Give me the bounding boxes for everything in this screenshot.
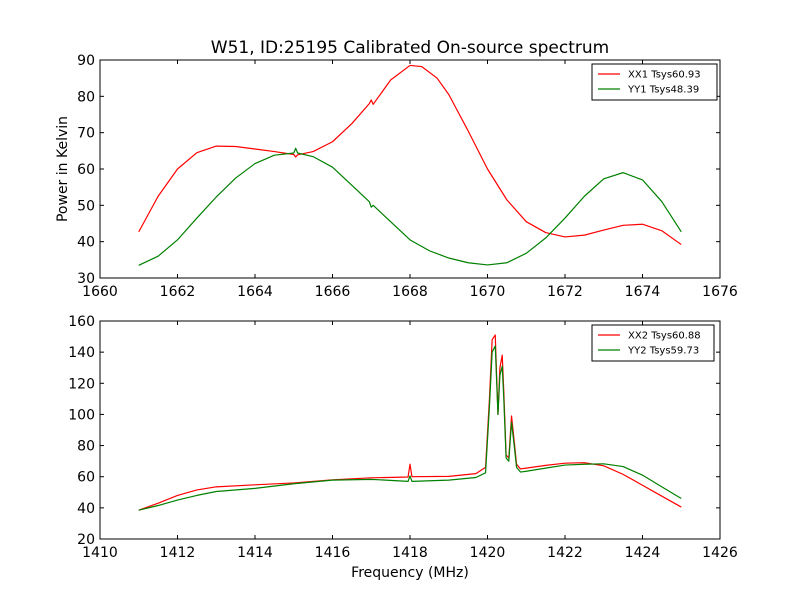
subplot-2: 1410 1412 1414 1416 1418 1420 1422 1424 1426 20 40… [68,314,738,581]
y-tick-label: 80 [77,439,95,455]
legend-entry: XX2 Tsys60.88 [628,331,701,342]
x-tick-label: 1412 [160,545,196,561]
y-tick-label: 100 [68,407,95,423]
x-tick-label: 1666 [315,284,351,300]
legend-box [591,63,718,101]
legend-entry: YY1 Tsys48.39 [627,85,699,96]
y-tick-label: 160 [68,314,95,330]
y-tick-label: 90 [77,53,95,69]
legend: XX2 Tsys60.88 YY2 Tsys59.73 [591,324,715,362]
x-tick-label: 1668 [392,284,428,300]
y-axis-label: Power in Kelvin [55,116,71,222]
x-tick-label: 1420 [470,545,506,561]
x-tick-label: 1672 [547,284,583,300]
y-tick-label: 70 [77,126,95,142]
x-tick-label: 1674 [625,284,661,300]
y-tick-label: 60 [77,470,95,486]
series-line-yy1 [138,147,682,266]
y-tick-label: 30 [77,271,95,287]
legend-box [591,324,715,362]
x-tick-label: 1670 [470,284,506,300]
x-tick-label: 1424 [625,545,661,561]
subplot-1: 1660 1662 1664 1666 1668 1670 1672 1674 1676 30 40… [55,53,738,300]
series-line-xx1 [138,64,682,246]
legend-entry: XX1 Tsys60.93 [628,70,701,81]
x-axis-label: Frequency (MHz) [351,565,469,581]
x-tick-label: 1416 [315,545,351,561]
x-tick-label: 1676 [702,284,738,300]
y-tick-label: 140 [68,345,95,361]
y-tick-label: 40 [77,235,95,251]
y-tick-label: 40 [77,501,95,517]
plots-group: 1660 1662 1664 1666 1668 1670 1672 1674 1676 30 40… [55,53,738,581]
series-line-yy2 [138,345,682,511]
y-tick-label: 120 [68,376,95,392]
y-tick-label: 80 [77,89,95,105]
x-tick-label: 1660 [82,284,118,300]
x-tick-label: 1418 [392,545,428,561]
legend: XX1 Tsys60.93 YY1 Tsys48.39 [591,63,718,101]
x-tick-label: 1422 [547,545,583,561]
legend-entry: YY2 Tsys59.73 [627,346,699,357]
chart-title: W51, ID:25195 Calibrated On-source spect… [211,38,609,58]
y-tick-label: 20 [77,532,95,548]
x-tick-label: 1410 [82,545,118,561]
x-tick-label: 1426 [702,545,738,561]
x-tick-label: 1662 [160,284,196,300]
x-tick-label: 1414 [237,545,273,561]
y-tick-label: 60 [77,162,95,178]
x-tick-label: 1664 [237,284,273,300]
y-tick-label: 50 [77,198,95,214]
